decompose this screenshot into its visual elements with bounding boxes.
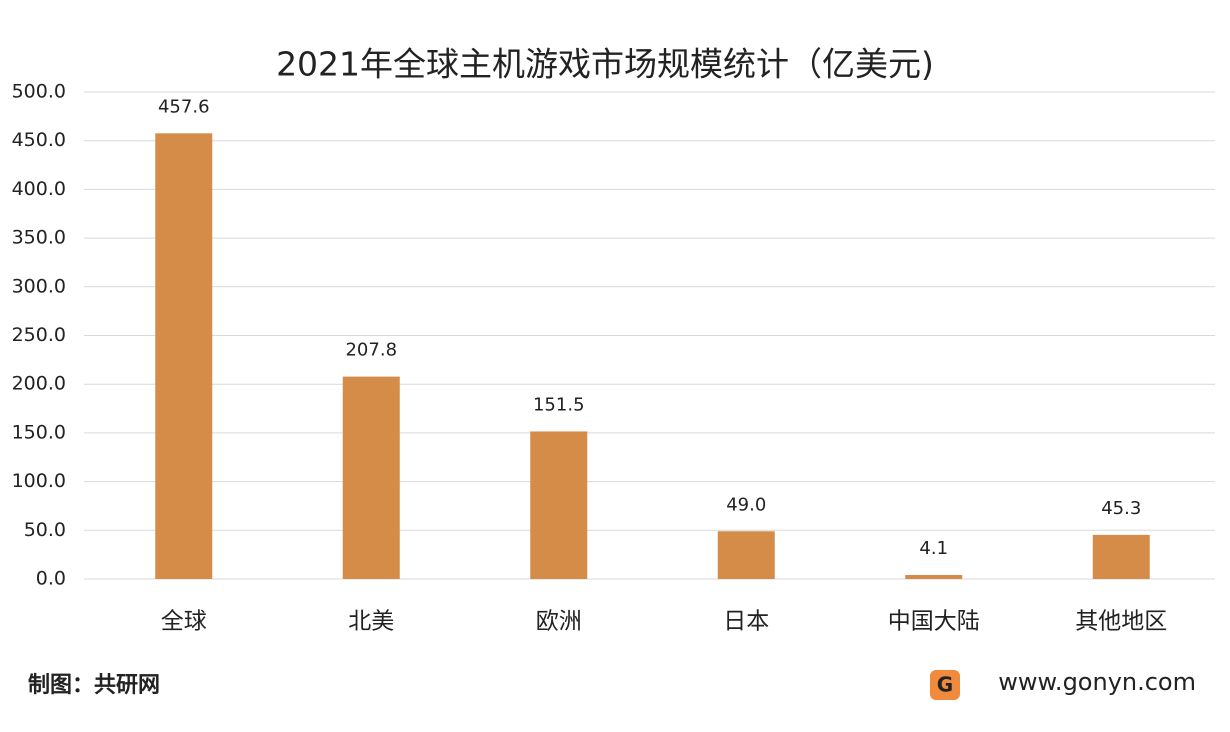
x-tick-label: 全球 [161,609,207,635]
source: 制图：共研网 [28,673,160,698]
x-tick-label: 北美 [348,609,394,635]
value-label: 151.5 [533,394,585,415]
value-label: 457.6 [158,96,210,117]
bar [155,133,213,579]
logo: G [930,670,960,700]
y-tick-label: 150.0 [12,421,66,443]
bar [905,575,963,579]
x-tick-label: 日本 [723,609,769,635]
y-tick-label: 450.0 [12,129,66,151]
y-tick-label: 500.0 [12,81,66,103]
x-tick-label: 欧洲 [536,609,582,635]
logo-letter: G [937,673,953,697]
value-label: 49.0 [726,494,766,515]
y-tick-label: 300.0 [12,275,66,297]
y-tick-label: 250.0 [12,324,66,346]
y-tick-label: 50.0 [24,519,66,541]
value-label: 4.1 [919,538,948,559]
y-tick-label: 200.0 [12,373,66,395]
value-label: 207.8 [345,340,397,361]
y-tick-label: 350.0 [12,227,66,249]
website: www.gonyn.com [998,668,1196,696]
y-tick-label: 100.0 [12,470,66,492]
logo-icon [930,670,960,700]
value-label: 45.3 [1101,498,1141,519]
y-tick-label: 0.0 [36,568,66,590]
x-tick-label: 中国大陆 [888,609,980,635]
x-tick-label: 其他地区 [1075,609,1167,635]
bar [717,531,775,579]
bar [530,431,588,579]
bar [342,376,400,579]
bar [1092,534,1150,579]
chart-title: 2021年全球主机游戏市场规模统计（亿美元) [276,45,934,84]
y-tick-label: 400.0 [12,178,66,200]
